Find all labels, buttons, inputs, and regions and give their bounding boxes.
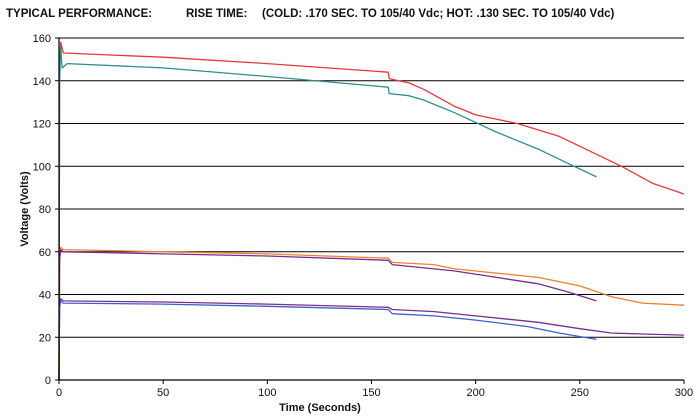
y-tick-label-40: 40	[39, 290, 51, 302]
series-lines	[58, 41, 685, 381]
y-tick-label-120: 120	[33, 119, 51, 131]
x-tick-label-50: 50	[157, 387, 169, 399]
x-tick-label-100: 100	[258, 387, 276, 399]
header-rise-time-details: (COLD: .170 SEC. TO 105/40 Vdc; HOT: .13…	[262, 8, 615, 20]
axes	[55, 37, 685, 384]
series-line-3	[58, 246, 685, 381]
series-line-4	[58, 248, 597, 381]
x-tick-label-150: 150	[362, 387, 380, 399]
y-tick-label-0: 0	[45, 375, 51, 387]
x-tick-label-250: 250	[571, 387, 589, 399]
x-axis-label: Time (Seconds)	[279, 402, 361, 414]
tick-labels: 0 20 40 60 80 100 120 140 160 0 50 100 150 200 250 300	[33, 33, 694, 399]
header-typical-performance: TYPICAL PERFORMANCE:	[6, 8, 153, 20]
x-tick-label-0: 0	[56, 387, 62, 399]
y-tick-label-20: 20	[39, 332, 51, 344]
y-axis-label: Voltage (Volts)	[19, 171, 31, 247]
y-tick-label-60: 60	[39, 247, 51, 259]
series-line-6	[58, 300, 597, 381]
y-tick-label-100: 100	[33, 161, 51, 173]
x-tick-label-200: 200	[466, 387, 484, 399]
x-tick-label-300: 300	[675, 387, 693, 399]
header-rise-time: RISE TIME:	[186, 8, 248, 20]
gridlines	[59, 37, 684, 338]
series-line-5	[58, 298, 685, 381]
y-tick-label-160: 160	[33, 33, 51, 45]
series-line-2	[58, 45, 597, 381]
series-line-1	[58, 41, 685, 381]
y-tick-label-140: 140	[33, 76, 51, 88]
y-tick-label-80: 80	[39, 204, 51, 216]
